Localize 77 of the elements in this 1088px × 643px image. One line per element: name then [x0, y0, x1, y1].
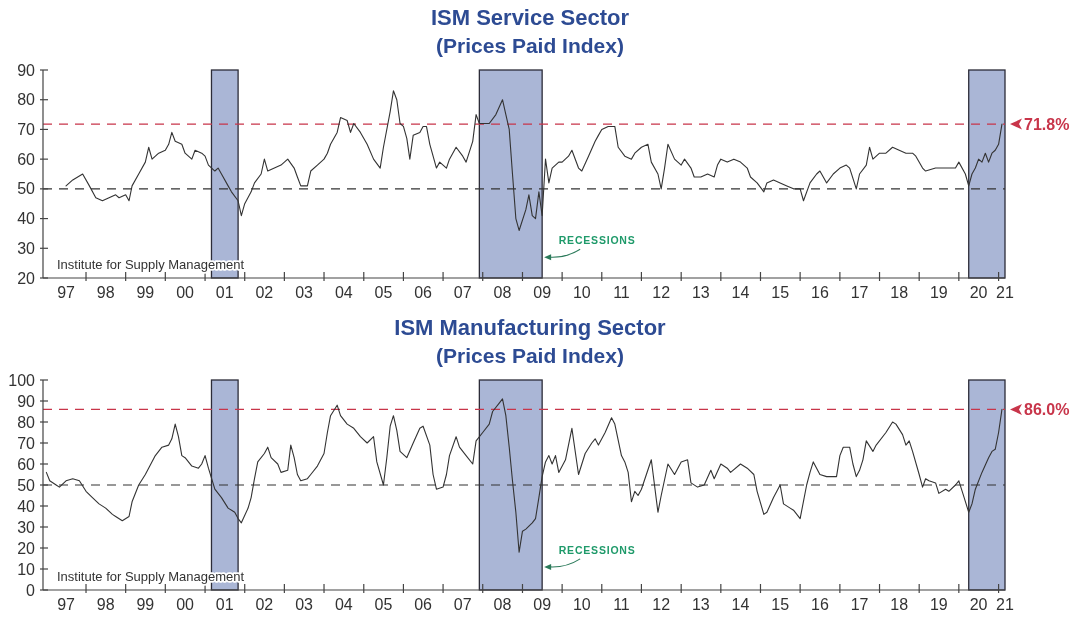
- x-tick-label: 97: [57, 284, 76, 301]
- y-tick-label: 30: [17, 239, 36, 257]
- x-tick-label: 03: [295, 596, 314, 613]
- x-tick-label: 97: [57, 596, 76, 613]
- ref-line-label: 71.8%: [1024, 115, 1070, 133]
- x-tick-label: 15: [771, 596, 790, 613]
- y-tick-label: 50: [17, 180, 36, 198]
- x-tick-label: 06: [414, 284, 433, 301]
- x-tick-label: 98: [96, 596, 115, 613]
- x-tick-label: 17: [850, 284, 869, 301]
- x-tick-label: 15: [771, 284, 790, 301]
- x-tick-label: 99: [136, 596, 155, 613]
- x-tick-label: 14: [731, 284, 750, 301]
- annotation: RECESSIONS: [558, 234, 636, 247]
- x-tick-label: 01: [215, 284, 234, 301]
- x-tick-label: 16: [811, 596, 829, 613]
- x-tick-label: 20: [969, 596, 988, 613]
- chart-subtitle: (Prices Paid Index): [436, 34, 624, 57]
- x-tick-label: 13: [691, 596, 710, 613]
- x-tick-label: 21: [996, 284, 1014, 301]
- y-tick-label: 70: [17, 434, 36, 452]
- y-tick-label: 90: [17, 61, 36, 79]
- x-tick-label: 99: [136, 284, 155, 301]
- x-tick-label: 00: [176, 596, 195, 613]
- x-tick-label: 00: [176, 284, 195, 301]
- x-tick-label: 09: [533, 596, 552, 613]
- x-tick-label: 08: [493, 284, 512, 301]
- y-tick-label: 90: [17, 392, 36, 410]
- x-tick-label: 19: [929, 284, 948, 301]
- x-tick-label: 12: [652, 596, 671, 613]
- y-tick-label: 40: [17, 497, 36, 515]
- x-tick-label: 10: [572, 596, 591, 613]
- x-tick-label: 98: [96, 284, 115, 301]
- x-tick-label: 11: [613, 284, 630, 301]
- x-tick-label: 08: [493, 596, 512, 613]
- x-tick-label: 02: [255, 284, 274, 301]
- x-tick-label: 20: [969, 284, 988, 301]
- chart-subtitle: (Prices Paid Index): [436, 344, 624, 367]
- chart-title: ISM Manufacturing Sector: [394, 315, 667, 340]
- x-tick-label: 05: [374, 284, 393, 301]
- x-tick-label: 03: [295, 284, 314, 301]
- y-tick-label: 100: [8, 371, 36, 389]
- x-tick-label: 12: [652, 284, 671, 301]
- x-tick-label: 05: [374, 596, 393, 613]
- y-tick-label: 40: [17, 210, 36, 228]
- y-tick-label: 70: [17, 120, 36, 138]
- x-tick-label: 04: [334, 284, 353, 301]
- y-tick-label: 30: [17, 518, 36, 536]
- y-tick-label: 50: [17, 476, 36, 494]
- x-tick-label: 17: [850, 596, 869, 613]
- y-tick-label: 20: [17, 269, 36, 287]
- y-tick-label: 0: [26, 581, 36, 599]
- x-tick-label: 16: [811, 284, 829, 301]
- x-tick-label: 18: [890, 596, 909, 613]
- x-tick-label: 04: [334, 596, 353, 613]
- x-tick-label: 19: [929, 596, 948, 613]
- ref-line-label: 86.0%: [1024, 400, 1070, 418]
- x-tick-label: 01: [215, 596, 234, 613]
- y-tick-label: 80: [17, 413, 36, 431]
- y-tick-label: 80: [17, 91, 36, 109]
- chart-title: ISM Service Sector: [430, 5, 630, 30]
- x-tick-label: 13: [691, 284, 710, 301]
- x-tick-label: 02: [255, 596, 274, 613]
- y-tick-label: 10: [17, 560, 36, 578]
- x-tick-label: 14: [731, 596, 750, 613]
- x-tick-label: 06: [414, 596, 433, 613]
- x-tick-label: 07: [453, 596, 472, 613]
- y-tick-label: 20: [17, 539, 36, 557]
- x-tick-label: 07: [453, 284, 472, 301]
- x-tick-label: 21: [996, 596, 1014, 613]
- x-tick-label: 10: [572, 284, 591, 301]
- x-tick-label: 09: [533, 284, 552, 301]
- y-tick-label: 60: [17, 455, 36, 473]
- y-tick-label: 60: [17, 150, 36, 168]
- x-tick-label: 11: [613, 596, 630, 613]
- x-tick-label: 18: [890, 284, 909, 301]
- annotation: RECESSIONS: [558, 543, 636, 556]
